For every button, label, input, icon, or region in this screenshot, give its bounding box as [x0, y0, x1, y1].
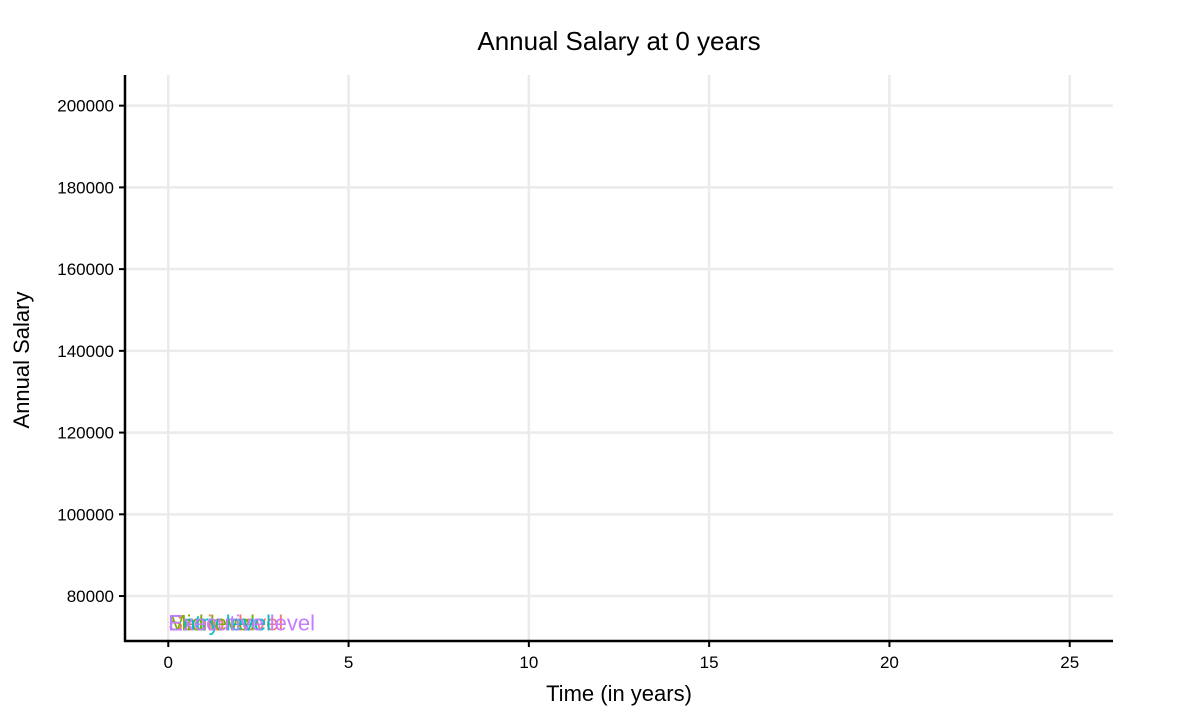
- y-tick-label: 120000: [57, 424, 114, 443]
- y-tick-label: 80000: [67, 587, 114, 606]
- series-label: Senior level: [168, 611, 283, 636]
- series-label: Executive level: [168, 611, 315, 636]
- series-label: Mid level: [168, 611, 255, 636]
- y-tick-label: 140000: [57, 342, 114, 361]
- chart-title: Annual Salary at 0 years: [477, 26, 760, 56]
- x-tick-label: 0: [164, 653, 173, 672]
- y-tick-label: 180000: [57, 178, 114, 197]
- x-tick-label: 20: [880, 653, 899, 672]
- axes-layer: [123, 75, 1113, 643]
- x-tick-label: 10: [519, 653, 538, 672]
- y-tick-label: 200000: [57, 97, 114, 116]
- series-label: Entry level: [168, 611, 271, 636]
- x-tick-label: 5: [344, 653, 353, 672]
- y-tick-label: 100000: [57, 505, 114, 524]
- grid-layer: [125, 75, 1113, 641]
- y-tick-label: 160000: [57, 260, 114, 279]
- y-axis-title: Annual Salary: [9, 292, 34, 429]
- x-tick-label: 15: [700, 653, 719, 672]
- x-tick-label: 25: [1060, 653, 1079, 672]
- tick-layer: 0 5 10 15 20 25 80000 100000 120000 140000 160000 1…: [57, 97, 1079, 672]
- x-axis-title: Time (in years): [546, 681, 692, 706]
